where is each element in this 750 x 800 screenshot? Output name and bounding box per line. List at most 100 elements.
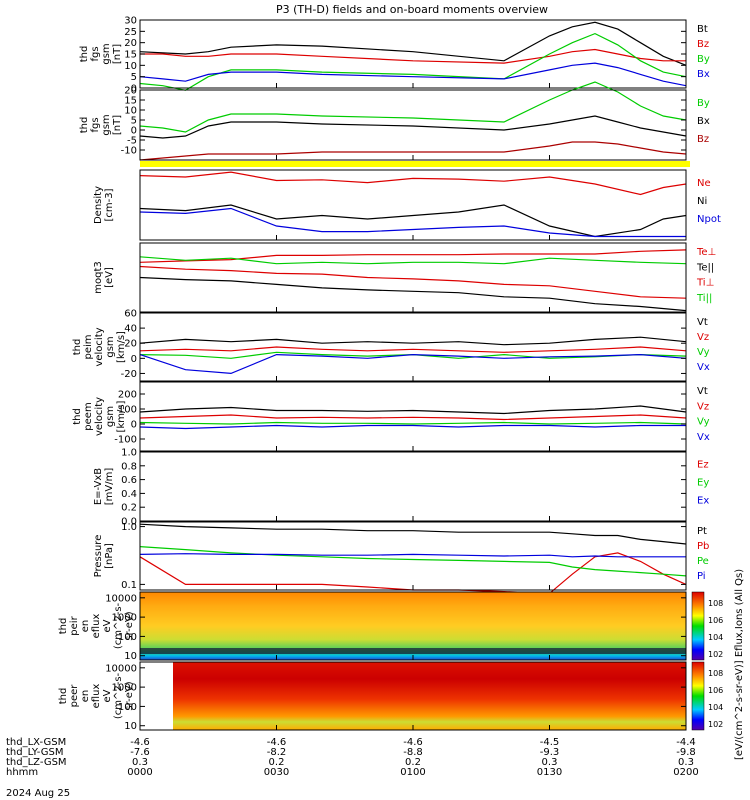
y-tick-label: 10000 bbox=[105, 593, 137, 604]
series-line-Bz bbox=[140, 48, 686, 64]
colorbar-tick-label: 106 bbox=[708, 686, 723, 695]
y-axis-label: gsm bbox=[105, 406, 116, 427]
panel-4: moqt3 [eV] Te⊥ Te|| Ti⊥ Ti|| bbox=[93, 242, 716, 313]
colorbar-tick-label: 108 bbox=[708, 669, 723, 678]
series-line-Vz bbox=[139, 414, 687, 421]
series-line-Ni bbox=[139, 204, 687, 238]
y-tick-label: 20 bbox=[124, 339, 137, 350]
y-axis-label: [nPa] bbox=[104, 543, 115, 569]
legend-Npot: Npot bbox=[697, 214, 721, 225]
panel-3: Density [cm-3] Ne Ni Npot bbox=[93, 169, 721, 241]
y-tick-label: 1.0 bbox=[121, 448, 137, 459]
legend-Ni: Ni bbox=[697, 196, 707, 207]
panel-frame bbox=[139, 312, 687, 382]
x-row-label: thd_LX-GSM bbox=[6, 737, 66, 748]
x-row-label: thd_LY-GSM bbox=[6, 747, 63, 758]
y-axis-label: thd bbox=[72, 408, 83, 425]
series-line-Pe bbox=[139, 546, 687, 577]
spectrogram-noise-band bbox=[140, 648, 686, 654]
y-tick-label: 20 bbox=[124, 86, 137, 97]
legend-Ne: Ne bbox=[697, 178, 711, 189]
y-axis-label: eflux bbox=[91, 614, 102, 639]
x-tick-label: 0.2 bbox=[405, 757, 421, 768]
series-line-Ti⊥ bbox=[139, 265, 687, 299]
legend-Pt: Pt bbox=[697, 526, 707, 537]
y-tick-label: -20 bbox=[121, 369, 137, 380]
legend-Te||: Te|| bbox=[696, 262, 714, 273]
y-tick-label: 0 bbox=[131, 126, 137, 137]
y-tick-label: 1000 bbox=[112, 683, 137, 694]
series-line-Vx bbox=[139, 424, 686, 430]
legend-Vy: Vy bbox=[697, 347, 710, 358]
legend-Bx: Bx bbox=[697, 69, 710, 80]
panel-7: 0.0 0.2 0.4 0.6 0.8 1.0 E=-VxB [mV/m] Ez Ey Ex bbox=[93, 448, 709, 528]
colorbar-tick-label: 102 bbox=[708, 650, 723, 659]
y-tick-label: 0.4 bbox=[121, 489, 137, 500]
y-tick-label: 5 bbox=[131, 116, 137, 127]
x-row-label: hhmm bbox=[6, 767, 38, 778]
legend-Vx: Vx bbox=[697, 362, 710, 373]
series-line-Te|| bbox=[139, 276, 687, 312]
x-axis-annotation: thd_LX-GSM -4.6 -4.6 -4.6 -4.5 -4.4 thd_LY-GSM… bbox=[6, 737, 699, 778]
y-axis-label: thd bbox=[79, 46, 90, 63]
colorbar-tick-label: 104 bbox=[708, 633, 723, 642]
y-tick-label: 200 bbox=[118, 390, 137, 401]
y-axis-label: [nT] bbox=[112, 115, 123, 135]
legend-Bz: Bz bbox=[697, 39, 709, 50]
y-tick-label: 30 bbox=[124, 16, 137, 27]
series-line-Bz bbox=[139, 141, 687, 161]
series-line-Pt bbox=[139, 523, 687, 545]
series-line-Bx bbox=[139, 62, 687, 87]
x-tick-label: 0.3 bbox=[132, 757, 148, 768]
colorbar-tick-label: 106 bbox=[708, 616, 723, 625]
x-tick-label: 0200 bbox=[673, 767, 698, 778]
panel-frame bbox=[139, 451, 687, 522]
legend-Ey: Ey bbox=[697, 478, 709, 489]
legend-Vy: Vy bbox=[697, 417, 710, 428]
legend-By: By bbox=[697, 54, 710, 65]
legend-Ti⊥: Ti⊥ bbox=[696, 278, 714, 289]
y-axis-label: peim bbox=[83, 334, 94, 359]
legend-Vt: Vt bbox=[697, 386, 708, 397]
colorbar-tick-label: 108 bbox=[708, 599, 723, 608]
x-tick-label: -8.2 bbox=[267, 747, 287, 758]
legend-Vx: Vx bbox=[697, 432, 710, 443]
y-tick-label: 0.2 bbox=[121, 503, 137, 514]
series-line-By bbox=[139, 81, 687, 133]
y-axis-label: [cm-3] bbox=[104, 188, 115, 221]
y-axis-label: fgs bbox=[90, 46, 101, 61]
y-tick-label: 0 bbox=[131, 420, 137, 431]
y-axis-label: gsm bbox=[105, 336, 116, 357]
legend-By: By bbox=[697, 98, 710, 109]
y-tick-label: 10 bbox=[124, 106, 137, 117]
y-tick-label: 20 bbox=[124, 38, 137, 49]
x-tick-label: 0030 bbox=[264, 767, 289, 778]
colorbar-lower bbox=[691, 661, 705, 731]
colorbar: 108 106 104 102 108 106 104 102 [eV/(cm^2-s-sr-… bbox=[691, 569, 745, 760]
legend-Ex: Ex bbox=[697, 496, 709, 507]
series-line-Ne bbox=[139, 171, 687, 196]
series-line-Bt bbox=[139, 21, 687, 66]
y-tick-label: 10 bbox=[124, 651, 137, 662]
x-tick-label: -4.6 bbox=[130, 737, 150, 748]
y-tick-label: 15 bbox=[124, 96, 137, 107]
y-tick-label: 100 bbox=[118, 632, 137, 643]
legend-Vz: Vz bbox=[697, 401, 709, 412]
x-tick-label: 0000 bbox=[127, 767, 152, 778]
chart-title: P3 (TH-D) fields and on-board moments ov… bbox=[276, 3, 548, 16]
colorbar-tick-label: 104 bbox=[708, 703, 723, 712]
x-tick-label: -9.8 bbox=[676, 747, 696, 758]
y-tick-label: 10 bbox=[124, 721, 137, 732]
series-line-Vt bbox=[139, 336, 687, 346]
y-axis-label: Pressure bbox=[93, 535, 104, 578]
y-tick-label: -5 bbox=[127, 136, 137, 147]
panel-9: 10 100 1000 10000 thd peir en eflux eV (cm^2-s-sr… bbox=[58, 591, 687, 662]
y-tick-label: 100 bbox=[118, 702, 137, 713]
series-line-Npot bbox=[139, 207, 686, 238]
series-line-Vy bbox=[139, 421, 687, 425]
series-line-Vt bbox=[139, 405, 687, 415]
legend-Bx: Bx bbox=[697, 116, 710, 127]
